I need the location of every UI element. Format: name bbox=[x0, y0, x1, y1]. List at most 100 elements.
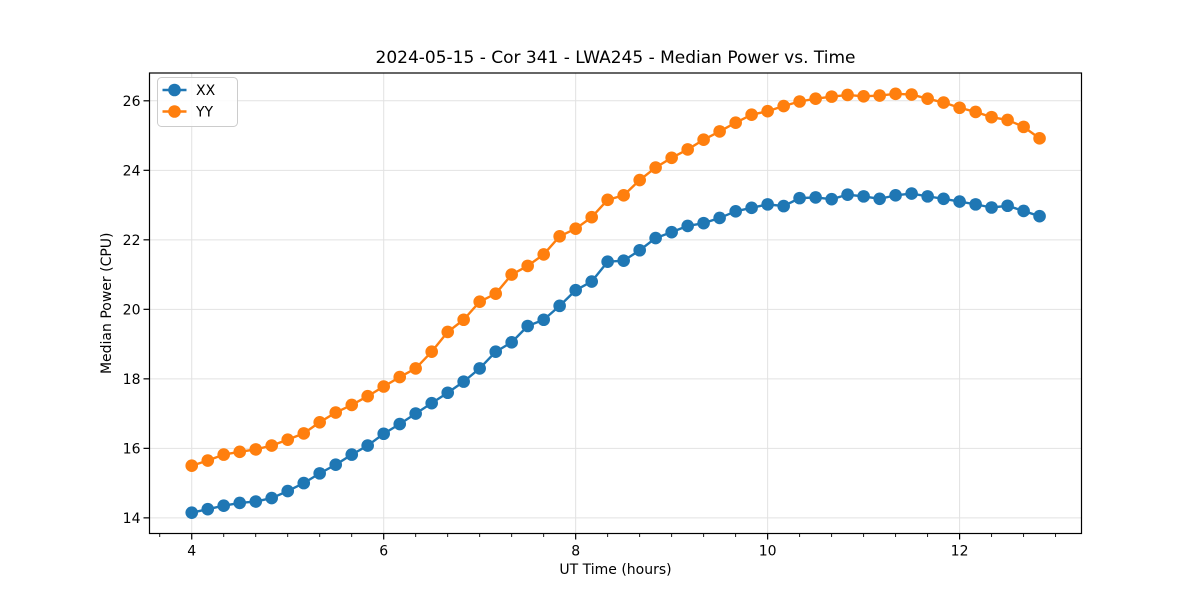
data-point bbox=[649, 231, 662, 245]
y-tick-label: 22 bbox=[123, 233, 141, 249]
legend-marker bbox=[168, 83, 181, 97]
data-point bbox=[809, 92, 822, 106]
plot-area bbox=[149, 73, 1082, 534]
data-point bbox=[873, 89, 886, 102]
y-tick-label: 20 bbox=[123, 302, 141, 318]
y-tick-label: 16 bbox=[123, 441, 141, 457]
data-point bbox=[873, 192, 886, 206]
data-point bbox=[521, 319, 534, 333]
data-point bbox=[393, 417, 407, 431]
data-point bbox=[697, 216, 710, 230]
data-point bbox=[233, 496, 247, 510]
data-point bbox=[217, 448, 230, 461]
data-point bbox=[393, 370, 407, 384]
data-point bbox=[489, 287, 503, 300]
data-point bbox=[505, 268, 518, 281]
data-point bbox=[297, 476, 311, 490]
x-tick-label: 4 bbox=[187, 544, 196, 560]
data-point bbox=[201, 454, 215, 467]
data-point bbox=[921, 190, 934, 203]
data-point bbox=[457, 313, 470, 327]
data-point bbox=[249, 443, 263, 456]
data-point bbox=[809, 191, 822, 204]
legend-item-YY: YY bbox=[162, 105, 214, 121]
data-point bbox=[1001, 113, 1014, 127]
data-point bbox=[281, 484, 295, 498]
data-point bbox=[985, 201, 998, 214]
data-point bbox=[793, 191, 806, 205]
data-point bbox=[841, 188, 854, 201]
data-point bbox=[345, 448, 359, 461]
data-point bbox=[473, 295, 486, 308]
legend-marker bbox=[168, 105, 181, 118]
data-point bbox=[1017, 120, 1030, 134]
data-point bbox=[729, 205, 742, 218]
data-point bbox=[745, 201, 758, 215]
data-point bbox=[633, 173, 646, 187]
legend: XX YY bbox=[157, 77, 238, 127]
data-point bbox=[937, 96, 950, 109]
series-XX bbox=[185, 187, 1046, 519]
data-point bbox=[857, 89, 870, 103]
data-point bbox=[537, 248, 550, 261]
legend-item-XX: XX bbox=[162, 83, 216, 99]
y-tick-label: 14 bbox=[123, 511, 141, 527]
data-point bbox=[937, 192, 950, 206]
plot-border bbox=[148, 72, 1083, 535]
data-point bbox=[777, 99, 790, 113]
x-tick-label: 10 bbox=[759, 544, 777, 560]
legend-label: YY bbox=[195, 105, 214, 121]
data-point bbox=[777, 199, 790, 213]
data-point bbox=[825, 90, 838, 103]
data-point bbox=[617, 189, 630, 202]
data-point bbox=[217, 499, 230, 512]
data-point bbox=[425, 345, 438, 359]
data-point bbox=[457, 375, 470, 388]
data-point bbox=[521, 259, 534, 273]
data-point bbox=[601, 255, 614, 269]
chart-title: 2024-05-15 - Cor 341 - LWA245 - Median P… bbox=[376, 48, 856, 68]
x-tick-label: 8 bbox=[571, 544, 580, 560]
data-point bbox=[905, 88, 918, 101]
data-point bbox=[649, 161, 662, 174]
data-point bbox=[841, 88, 854, 102]
data-point bbox=[681, 219, 694, 233]
data-point bbox=[889, 87, 902, 101]
data-point bbox=[569, 283, 582, 297]
data-point bbox=[185, 506, 199, 519]
data-point bbox=[553, 230, 566, 243]
data-point bbox=[969, 105, 982, 119]
legend-label: XX bbox=[196, 83, 216, 99]
data-point bbox=[329, 458, 343, 471]
data-point bbox=[633, 243, 646, 257]
data-point bbox=[905, 187, 918, 200]
data-point bbox=[377, 380, 391, 393]
data-point bbox=[553, 299, 566, 313]
x-axis-label: UT Time (hours) bbox=[559, 562, 671, 578]
data-point bbox=[761, 104, 774, 118]
data-point bbox=[537, 313, 550, 327]
x-tick-label: 6 bbox=[379, 544, 388, 560]
data-point bbox=[665, 225, 678, 239]
data-point bbox=[281, 433, 295, 446]
data-point bbox=[745, 108, 758, 122]
data-point bbox=[313, 415, 326, 429]
data-point bbox=[969, 198, 982, 211]
data-point bbox=[713, 125, 726, 138]
data-point bbox=[601, 193, 614, 207]
data-point bbox=[1017, 204, 1030, 218]
data-point bbox=[425, 396, 438, 410]
data-point bbox=[409, 362, 422, 375]
data-point bbox=[889, 189, 902, 202]
data-point bbox=[185, 459, 199, 473]
data-point bbox=[361, 389, 374, 403]
data-point bbox=[1001, 199, 1014, 213]
data-point bbox=[857, 190, 870, 203]
data-point bbox=[953, 101, 966, 115]
data-point bbox=[361, 439, 374, 452]
data-point bbox=[233, 445, 247, 459]
data-point bbox=[1033, 132, 1046, 145]
data-point bbox=[489, 345, 503, 359]
